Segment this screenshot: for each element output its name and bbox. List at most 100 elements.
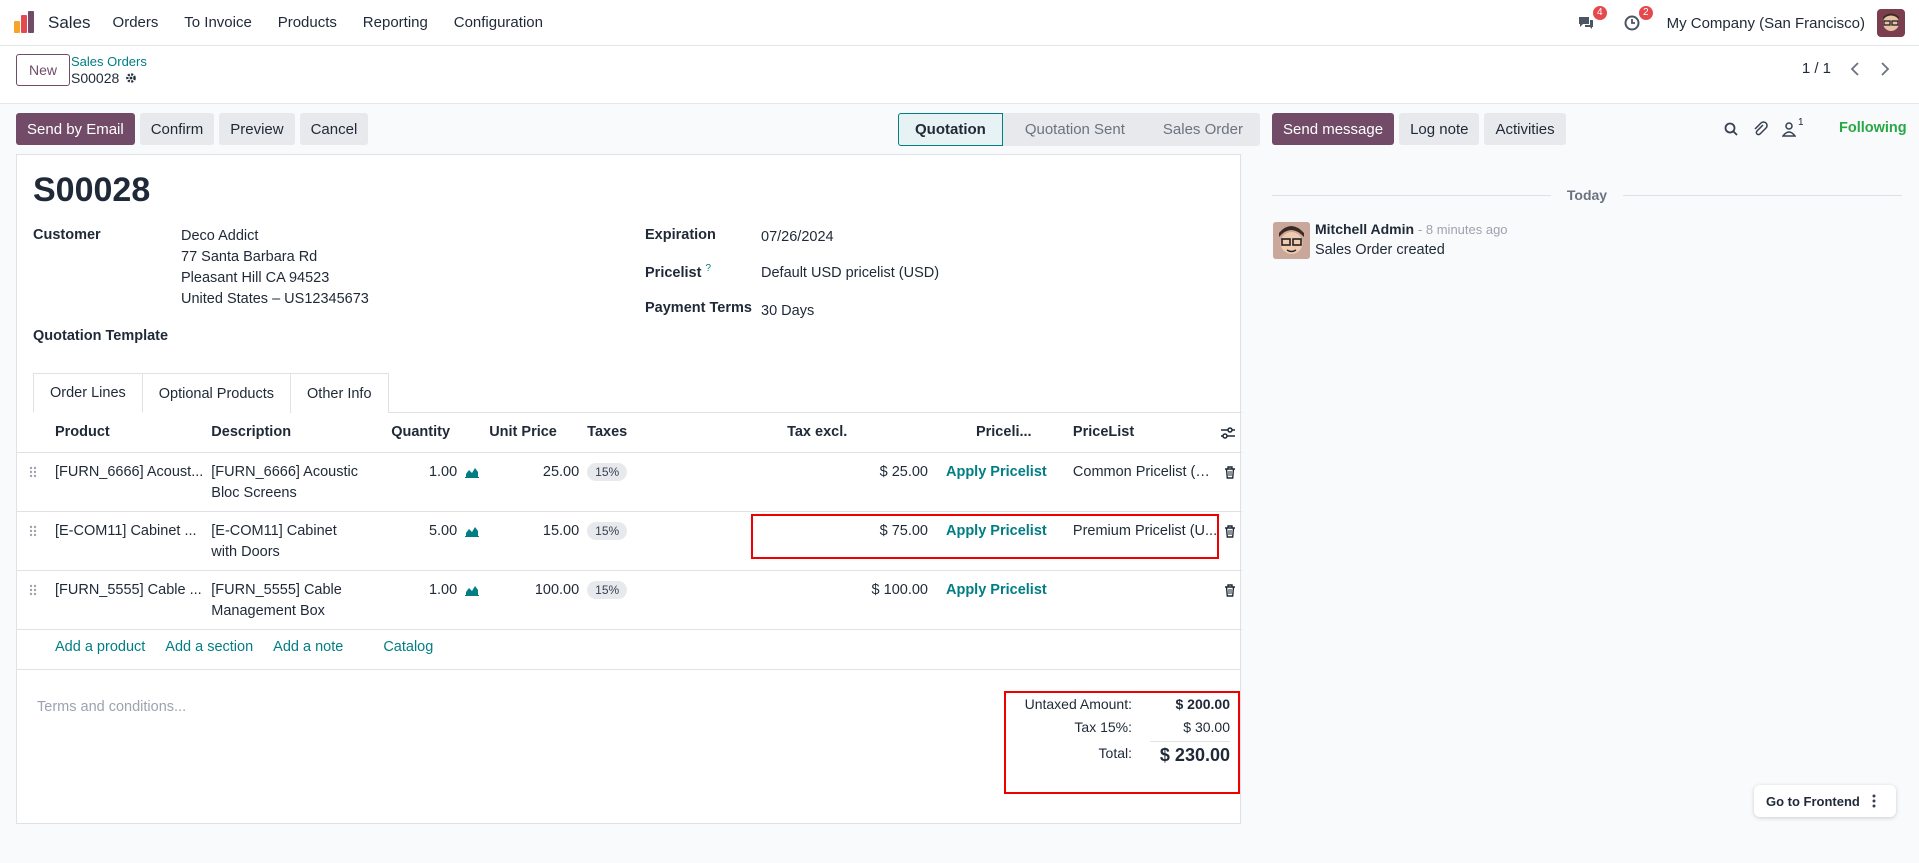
line-forecast[interactable] [461,452,486,512]
table-row[interactable]: [FURN_6666] Acoust... [FURN_6666] Acousti… [17,452,1242,512]
drag-handle[interactable] [17,570,51,630]
untaxed-label: Untaxed Amount: [1024,695,1132,712]
payment-terms-field[interactable]: 30 Days [761,303,815,319]
stage-sales-order[interactable]: Sales Order [1140,113,1260,146]
message-body: Sales Order created [1315,242,1445,258]
send-by-email-button[interactable]: Send by Email [16,113,135,145]
line-product[interactable]: [E-COM11] Cabinet ... [50,511,208,571]
send-message-button[interactable]: Send message [1272,113,1395,145]
log-note-button[interactable]: Log note [1399,113,1480,145]
col-quantity[interactable]: Quantity [387,413,462,453]
followers-button[interactable]: 1 [1782,117,1804,137]
line-quantity[interactable]: 1.00 [387,570,462,630]
menu-to-invoice[interactable]: To Invoice [184,14,252,31]
add-product-link[interactable]: Add a product [55,639,146,655]
pricelist-help-icon[interactable]: ? [705,263,712,274]
message-author[interactable]: Mitchell Admin [1315,221,1415,237]
customer-address-line1: 77 Santa Barbara Rd [181,249,318,265]
col-product[interactable]: Product [50,413,208,453]
menu-reporting[interactable]: Reporting [362,14,428,31]
cancel-button[interactable]: Cancel [299,113,369,145]
tab-order-lines[interactable]: Order Lines [33,373,143,413]
pricelist-field[interactable]: Default USD pricelist (USD) [761,265,940,281]
line-quantity[interactable]: 1.00 [387,452,462,512]
breadcrumb-sales-orders[interactable]: Sales Orders [71,54,147,69]
gear-icon[interactable] [125,72,137,84]
sales-app-icon[interactable] [14,10,38,35]
line-forecast[interactable] [461,570,486,630]
tax-value: $ 30.00 [1183,718,1230,735]
line-unit-price[interactable]: 15.00 [485,511,584,571]
apply-pricelist-button[interactable]: Apply Pricelist [946,581,1047,598]
untaxed-value: $ 200.00 [1175,695,1231,712]
line-taxes[interactable]: 15% [583,452,768,512]
add-note-link[interactable]: Add a note [273,639,344,655]
pricelist-label: Pricelist ? [645,263,711,281]
pager-value[interactable]: 1 / 1 [1801,60,1831,77]
table-row[interactable]: [E-COM11] Cabinet ... [E-COM11] Cabinet wi… [17,511,1242,571]
drag-handle[interactable] [17,511,51,571]
line-taxes[interactable]: 15% [583,511,768,571]
company-switcher[interactable]: My Company (San Francisco) [1666,14,1865,32]
catalog-link[interactable]: Catalog [383,639,434,655]
stage-quotation[interactable]: Quotation [898,113,1003,146]
terms-conditions-field[interactable]: Terms and conditions... [37,699,187,715]
menu-configuration[interactable]: Configuration [453,14,543,31]
new-button[interactable]: New [16,54,71,86]
line-quantity[interactable]: 5.00 [387,511,462,571]
messages-button[interactable]: 4 [1575,6,1607,34]
line-unit-price[interactable]: 100.00 [485,570,584,630]
kebab-menu-icon[interactable] [1872,794,1876,808]
activities-badge: 2 [1639,6,1653,20]
line-description[interactable]: [E-COM11] Cabinet with Doors [207,511,388,571]
line-pricelist[interactable]: Common Pricelist (U... [1072,463,1218,480]
apply-pricelist-button[interactable]: Apply Pricelist [946,522,1047,539]
go-to-frontend-button[interactable]: Go to Frontend [1766,793,1860,809]
activities-button-chatter[interactable]: Activities [1484,113,1566,145]
activities-button[interactable]: 2 [1621,6,1653,34]
pager-previous-button[interactable] [1843,56,1867,82]
line-spacer [767,570,784,630]
menu-products[interactable]: Products [277,14,337,31]
drag-handle[interactable] [17,452,51,512]
col-pricelist-short[interactable]: Priceli... [976,413,1155,453]
message-author-avatar[interactable] [1273,222,1310,259]
search-icon[interactable] [1724,122,1738,136]
stage-quotation-sent[interactable]: Quotation Sent [1002,113,1141,146]
line-unit-price[interactable]: 25.00 [485,452,584,512]
line-product[interactable]: [FURN_5555] Cable ... [50,570,208,630]
pricelist-label-text: Pricelist [645,264,702,281]
user-avatar[interactable] [1877,9,1905,37]
tab-optional-products[interactable]: Optional Products [142,373,292,413]
menu-orders[interactable]: Orders [112,14,159,31]
trash-icon[interactable] [1224,583,1236,597]
customer-field[interactable]: Deco Addict 77 Santa Barbara Rd Pleasant… [181,226,369,310]
line-description[interactable]: [FURN_5555] Cable Management Box [207,570,388,630]
col-pricelist[interactable]: PriceList [1073,413,1242,453]
following-button[interactable]: Following [1839,120,1907,136]
table-row[interactable]: [FURN_5555] Cable ... [FURN_5555] Cable Ma… [17,570,1242,630]
apply-pricelist-button[interactable]: Apply Pricelist [946,463,1047,480]
add-section-link[interactable]: Add a section [165,639,254,655]
col-unit-price[interactable]: Unit Price [485,413,584,453]
paperclip-icon[interactable] [1752,121,1768,137]
app-name[interactable]: Sales [48,12,91,32]
line-product[interactable]: [FURN_6666] Acoust... [50,452,208,512]
col-description[interactable]: Description [207,413,388,453]
preview-button[interactable]: Preview [219,113,295,145]
chatter: Send message Log note Activities 1 Follo… [1272,105,1919,805]
confirm-button[interactable]: Confirm [139,113,215,145]
line-description[interactable]: [FURN_6666] Acoustic Bloc Screens [207,452,388,512]
tab-other-info[interactable]: Other Info [291,373,389,413]
person-icon [1782,122,1796,137]
col-tax-excl[interactable]: Tax excl. [783,413,932,453]
optional-columns-icon[interactable] [1220,426,1236,440]
expiration-field[interactable]: 07/26/2024 [761,229,834,245]
pager-next-button[interactable] [1873,56,1897,82]
line-forecast[interactable] [461,511,486,571]
col-taxes[interactable]: Taxes [583,413,768,453]
trash-icon[interactable] [1224,524,1236,538]
line-apply-cell: Apply Pricelist [932,570,1155,630]
line-taxes[interactable]: 15% [583,570,768,630]
trash-icon[interactable] [1224,465,1236,479]
